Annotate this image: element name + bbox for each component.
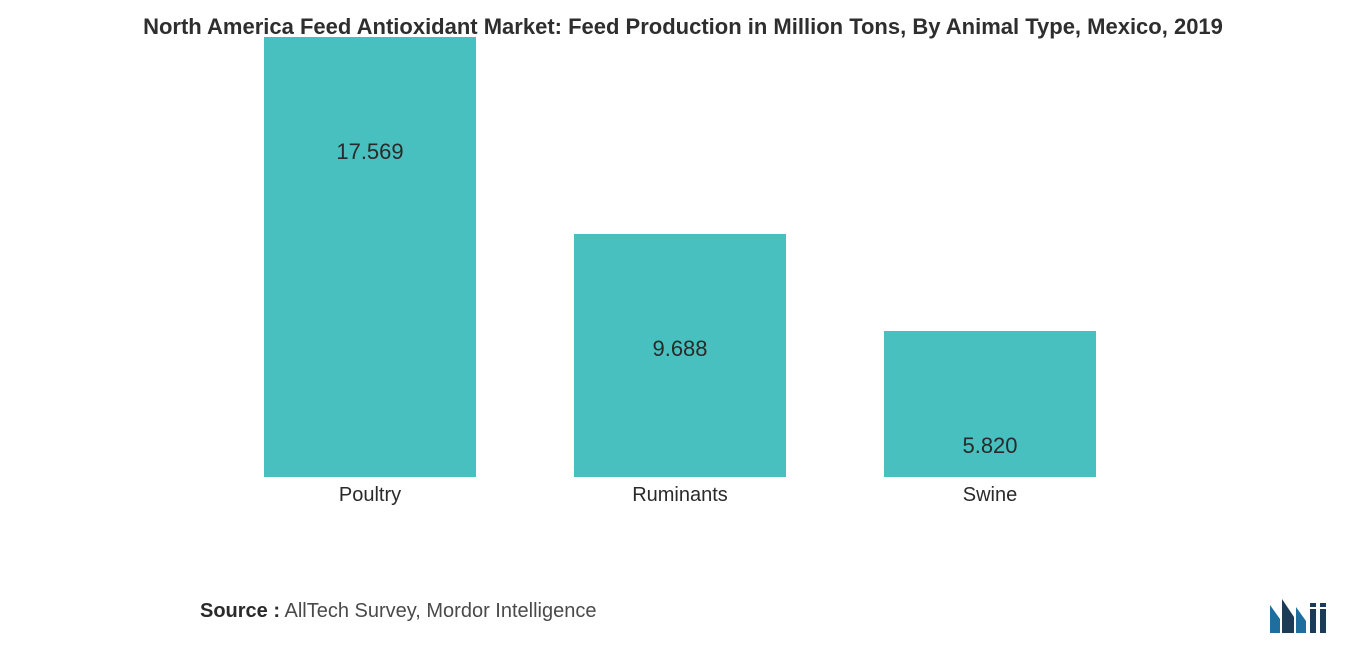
chart-area: 17.569 9.688 5.820 Poultry Ruminants Swine xyxy=(160,38,1206,510)
source-label: Source : xyxy=(200,600,280,622)
x-axis-label: Poultry xyxy=(264,484,476,507)
bar-rect xyxy=(264,37,476,477)
x-axis-label: Swine xyxy=(884,484,1096,507)
chart-plot: 17.569 9.688 5.820 xyxy=(160,38,1206,478)
brand-logo-icon xyxy=(1270,599,1326,633)
chart-title: North America Feed Antioxidant Market: F… xyxy=(0,14,1366,40)
source-text: AllTech Survey, Mordor Intelligence xyxy=(280,600,596,622)
bar-value-label: 9.688 xyxy=(574,336,786,362)
bar-ruminants: 9.688 xyxy=(574,234,786,477)
source-footer: Source : AllTech Survey, Mordor Intellig… xyxy=(200,600,596,623)
bar-poultry: 17.569 xyxy=(264,37,476,477)
brand-logo xyxy=(1268,595,1330,635)
x-axis-label: Ruminants xyxy=(574,484,786,507)
bar-swine: 5.820 xyxy=(884,331,1096,477)
bar-value-label: 17.569 xyxy=(264,139,476,165)
bar-value-label: 5.820 xyxy=(884,433,1096,459)
